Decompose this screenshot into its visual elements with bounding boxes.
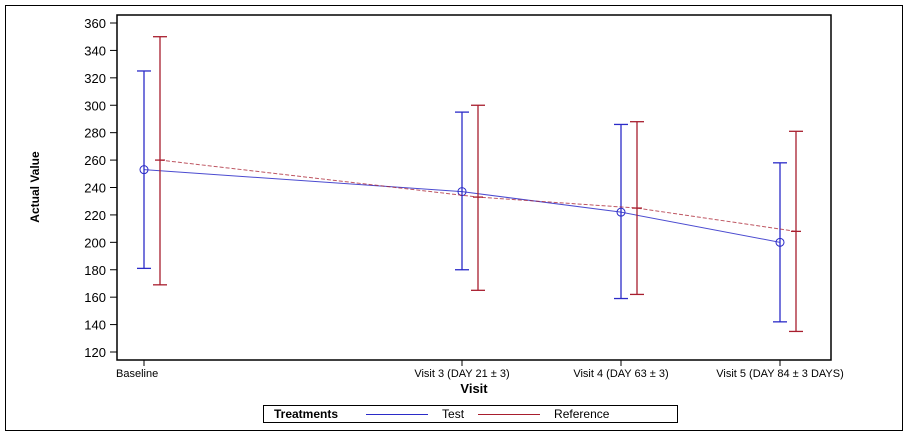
y-tick-label: 160 (84, 290, 106, 305)
y-tick-label: 280 (84, 126, 106, 141)
y-tick-label: 180 (84, 263, 106, 278)
y-tick-label: 120 (84, 345, 106, 360)
x-tick-label: Visit 3 (DAY 21 ± 3) (414, 368, 509, 380)
x-tick-label: Visit 4 (DAY 63 ± 3) (573, 368, 668, 380)
legend-title: Treatments (274, 407, 339, 421)
y-tick-label: 320 (84, 71, 106, 86)
data-point-marker (616, 207, 626, 217)
x-tick-label: Baseline (116, 368, 158, 380)
y-tick-label: 220 (84, 208, 106, 223)
series-line-test (143, 169, 781, 243)
y-tick-label: 140 (84, 318, 106, 333)
y-tick-label: 260 (84, 153, 106, 168)
data-point-marker (139, 165, 149, 175)
y-tick-label: 200 (84, 235, 106, 250)
x-axis-title: Visit (460, 381, 488, 396)
legend-test-line (366, 413, 429, 415)
legend-test-label: Test (442, 407, 465, 421)
y-tick-label: 300 (84, 98, 106, 113)
plot-area (116, 14, 832, 361)
data-point-marker (457, 187, 467, 197)
y-tick-label: 360 (84, 16, 106, 31)
series-line-reference (159, 159, 797, 232)
y-axis-title: Actual Value (28, 151, 42, 223)
y-tick-label: 240 (84, 181, 106, 196)
legend: Treatments Test Reference (263, 405, 678, 423)
legend-reference-line (478, 413, 541, 415)
y-tick-label: 340 (84, 43, 106, 58)
data-point-marker (775, 237, 785, 247)
chart-frame (5, 5, 903, 431)
x-tick-label: Visit 5 (DAY 84 ± 3 DAYS) (716, 368, 844, 380)
legend-reference-label: Reference (554, 407, 610, 421)
